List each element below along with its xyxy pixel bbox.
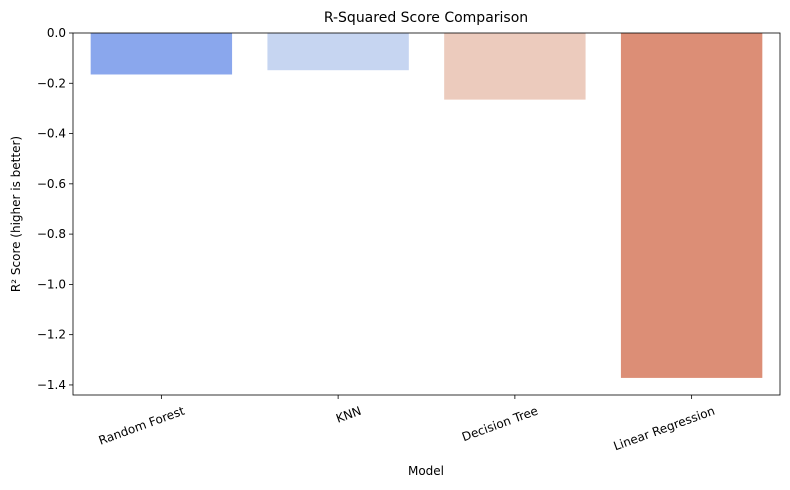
y-tick-label: −1.2 (37, 328, 66, 342)
x-axis-title: Model (408, 464, 444, 478)
y-tick-label: −1.0 (37, 277, 66, 291)
bar-linear-regression (620, 33, 763, 378)
x-ticks-group: Random Forest KNN Decision Tree Linear Regr… (97, 395, 717, 453)
x-tick-label: Random Forest (97, 404, 187, 448)
bar-decision-tree (444, 33, 586, 100)
bar-random-forest (90, 33, 233, 75)
x-tick-label: KNN (334, 404, 363, 426)
y-tick-label: −0.8 (37, 227, 66, 241)
y-ticks-group: 0.0 −0.2 −0.4 −0.6 −0.8 −1.0 −1.2 −1.4 (37, 26, 73, 392)
bars-group (90, 33, 763, 378)
bar-knn (267, 33, 409, 71)
y-tick-label: −0.4 (37, 127, 66, 141)
x-tick-label: Linear Regression (612, 404, 717, 454)
y-tick-label: 0.0 (47, 26, 66, 40)
y-tick-label: −0.6 (37, 177, 66, 191)
y-tick-label: −1.4 (37, 378, 66, 392)
plot-frame (72, 32, 781, 396)
y-tick-label: −0.2 (37, 76, 66, 90)
x-tick-label: Decision Tree (460, 404, 540, 444)
y-axis-title: R² Score (higher is better) (9, 136, 23, 292)
axes-group (72, 32, 781, 396)
chart-title: R-Squared Score Comparison (324, 10, 528, 26)
